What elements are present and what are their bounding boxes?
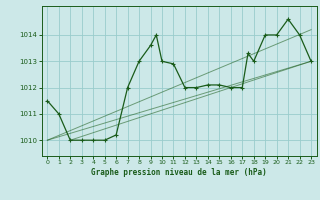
X-axis label: Graphe pression niveau de la mer (hPa): Graphe pression niveau de la mer (hPa) xyxy=(91,168,267,177)
